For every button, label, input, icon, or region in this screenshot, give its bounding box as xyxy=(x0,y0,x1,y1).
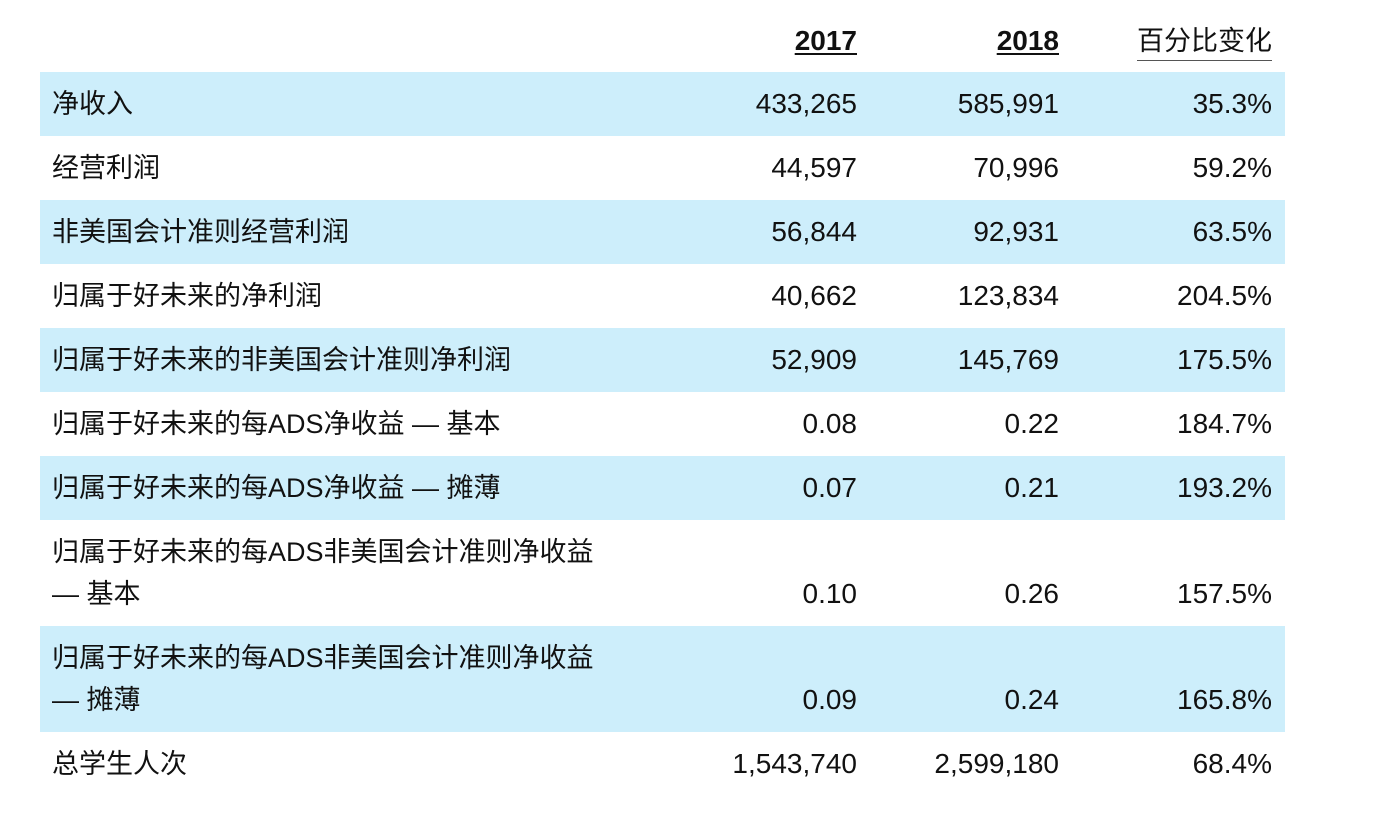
table-row-operating-income: 经营利润 44,597 70,996 59.2% xyxy=(40,136,1285,200)
header-percent-change: 百分比变化 xyxy=(1052,20,1272,62)
cell-2018: 123,834 xyxy=(957,280,1059,311)
cell-2017: 433,265 xyxy=(755,88,857,119)
table-row-net-income: 归属于好未来的净利润 40,662 123,834 204.5% xyxy=(40,264,1285,328)
table-header-row: 2017 2018 百分比变化 xyxy=(40,0,1285,72)
financial-table: 2017 2018 百分比变化 净收入 433,265 585,991 35.3… xyxy=(40,0,1285,796)
cell-2018: 585,991 xyxy=(957,88,1059,119)
cell-2017: 0.10 xyxy=(802,578,858,609)
cell-2017: 52,909 xyxy=(771,344,857,375)
table-row-non-gaap-eps-basic: 归属于好未来的每ADS非美国会计准则净收益 — 基本 0.10 0.26 157… xyxy=(40,520,1285,626)
cell-2018: 0.22 xyxy=(1004,408,1060,439)
cell-change: 68.4% xyxy=(1192,748,1272,779)
row-label: 总学生人次 xyxy=(52,749,187,779)
table-row-eps-basic: 归属于好未来的每ADS净收益 — 基本 0.08 0.22 184.7% xyxy=(40,392,1285,456)
header-2018: 2018 xyxy=(996,25,1059,56)
cell-2017: 40,662 xyxy=(771,280,857,311)
cell-2018: 0.26 xyxy=(1004,578,1060,609)
cell-2018: 92,931 xyxy=(973,216,1059,247)
cell-change: 204.5% xyxy=(1177,280,1272,311)
row-label: 归属于好未来的每ADS净收益 — 摊薄 xyxy=(52,473,501,503)
cell-change: 35.3% xyxy=(1192,88,1272,119)
row-label: 归属于好未来的净利润 xyxy=(52,281,322,311)
table-row-total-enrollments: 总学生人次 1,543,740 2,599,180 68.4% xyxy=(40,732,1285,796)
table-row-net-revenue: 净收入 433,265 585,991 35.3% xyxy=(40,72,1285,136)
cell-change: 63.5% xyxy=(1192,216,1272,247)
cell-change: 184.7% xyxy=(1177,408,1272,439)
cell-2018: 0.21 xyxy=(1004,472,1060,503)
row-label: 经营利润 xyxy=(52,153,160,183)
table-row-non-gaap-net-income: 归属于好未来的非美国会计准则净利润 52,909 145,769 175.5% xyxy=(40,328,1285,392)
row-label: 净收入 xyxy=(52,89,133,119)
row-label: 非美国会计准则经营利润 xyxy=(52,217,349,247)
cell-2017: 1,543,740 xyxy=(732,748,857,779)
cell-2017: 0.08 xyxy=(802,408,858,439)
cell-2018: 145,769 xyxy=(957,344,1059,375)
header-2017: 2017 xyxy=(794,25,857,56)
cell-2018: 0.24 xyxy=(1004,684,1060,715)
header-percent-change-label: 百分比变化 xyxy=(1137,23,1272,61)
table-row-eps-diluted: 归属于好未来的每ADS净收益 — 摊薄 0.07 0.21 193.2% xyxy=(40,456,1285,520)
row-label: 归属于好未来的每ADS非美国会计准则净收益 — 基本 xyxy=(52,537,594,609)
row-label: 归属于好未来的每ADS非美国会计准则净收益 — 摊薄 xyxy=(52,643,594,715)
cell-2018: 70,996 xyxy=(973,152,1059,183)
cell-change: 193.2% xyxy=(1177,472,1272,503)
cell-2017: 0.09 xyxy=(802,684,858,715)
cell-2017: 44,597 xyxy=(771,152,857,183)
cell-change: 175.5% xyxy=(1177,344,1272,375)
table-row-non-gaap-operating-income: 非美国会计准则经营利润 56,844 92,931 63.5% xyxy=(40,200,1285,264)
cell-2018: 2,599,180 xyxy=(934,748,1059,779)
cell-2017: 0.07 xyxy=(802,472,858,503)
table-row-non-gaap-eps-diluted: 归属于好未来的每ADS非美国会计准则净收益 — 摊薄 0.09 0.24 165… xyxy=(40,626,1285,732)
row-label: 归属于好未来的非美国会计准则净利润 xyxy=(52,345,511,375)
cell-change: 157.5% xyxy=(1177,578,1272,609)
cell-change: 165.8% xyxy=(1177,684,1272,715)
cell-change: 59.2% xyxy=(1192,152,1272,183)
row-label: 归属于好未来的每ADS净收益 — 基本 xyxy=(52,409,501,439)
cell-2017: 56,844 xyxy=(771,216,857,247)
